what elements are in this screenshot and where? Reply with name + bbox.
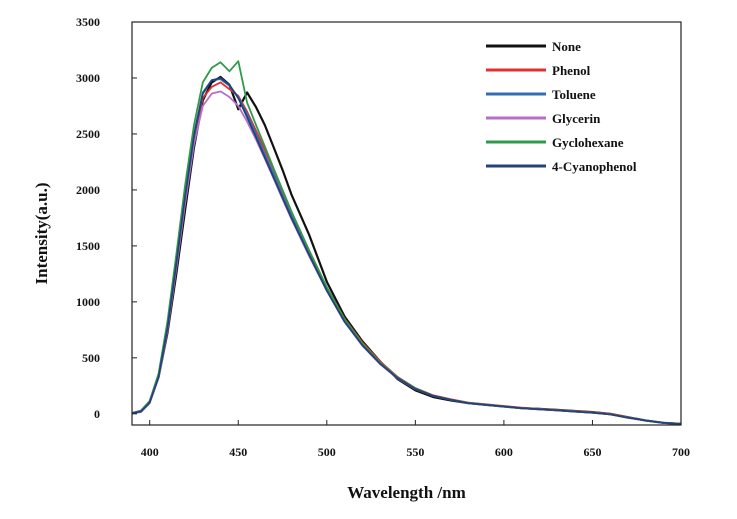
series-line-none: [131, 75, 682, 425]
y-tick-label: 3000: [76, 71, 100, 85]
x-tick-label: 400: [141, 445, 159, 459]
x-tick-label: 700: [672, 445, 690, 459]
y-tick-label: 1000: [76, 295, 100, 309]
y-tick-label: 500: [82, 351, 100, 365]
series-line-toluene: [131, 78, 682, 425]
plot-lines: [131, 60, 682, 425]
legend-label: None: [552, 39, 581, 54]
x-axis-ticks: 400 450 500 550 600 650 700: [141, 420, 690, 459]
x-tick-label: 550: [406, 445, 424, 459]
x-tick-label: 450: [229, 445, 247, 459]
legend: None Phenol Toluene Glycerin Gyclohexane 4-Cy…: [486, 39, 637, 174]
y-tick-label: 0: [94, 407, 100, 421]
legend-label: 4-Cyanophenol: [552, 159, 637, 174]
y-axis-ticks: 0 500 1000 1500 2000 2500 3000 3500: [76, 15, 137, 421]
y-tick-label: 3500: [76, 15, 100, 29]
y-tick-label: 1500: [76, 239, 100, 253]
series-line-4-cyanophenol: [131, 77, 682, 425]
series-line-phenol: [131, 81, 682, 425]
x-axis-title: Wavelength /nm: [347, 483, 466, 502]
y-axis-title-group: Intensity(a.u.): [32, 182, 51, 284]
x-tick-label: 650: [583, 445, 601, 459]
x-tick-label: 500: [318, 445, 336, 459]
x-tick-label: 600: [495, 445, 513, 459]
y-tick-label: 2500: [76, 127, 100, 141]
legend-label: Glycerin: [552, 111, 601, 126]
y-tick-label: 2000: [76, 183, 100, 197]
legend-label: Gyclohexane: [552, 135, 624, 150]
plot-frame: [131, 21, 682, 426]
y-axis-title: Intensity(a.u.): [32, 182, 51, 284]
legend-label: Phenol: [552, 63, 591, 78]
legend-label: Toluene: [552, 87, 596, 102]
